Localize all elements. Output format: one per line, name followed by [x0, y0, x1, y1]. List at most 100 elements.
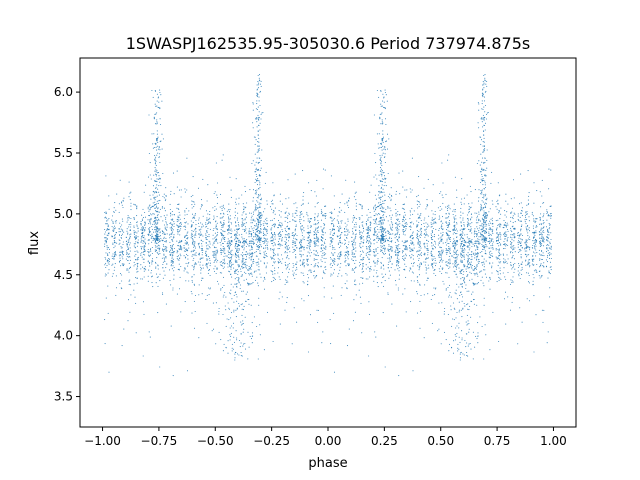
- data-point: [235, 222, 237, 224]
- data-point: [115, 294, 117, 296]
- data-point: [391, 195, 393, 197]
- data-point: [346, 247, 348, 249]
- data-point: [389, 215, 391, 217]
- data-point: [467, 221, 469, 223]
- data-point: [541, 195, 543, 197]
- data-point: [104, 228, 106, 231]
- data-point: [308, 245, 310, 247]
- data-point: [542, 227, 545, 229]
- data-point: [136, 245, 138, 247]
- data-point: [491, 267, 493, 269]
- data-point: [157, 141, 159, 143]
- data-point: [184, 222, 187, 224]
- data-point: [296, 268, 298, 270]
- data-point: [200, 266, 202, 268]
- data-point: [281, 240, 283, 242]
- data-point: [129, 267, 131, 269]
- data-point: [187, 250, 189, 252]
- data-point: [433, 234, 435, 236]
- data-point: [498, 249, 500, 251]
- data-point: [179, 240, 181, 242]
- data-point: [540, 254, 542, 256]
- data-point: [278, 224, 280, 226]
- data-point: [381, 282, 383, 284]
- data-point: [463, 203, 465, 205]
- data-point: [241, 258, 244, 260]
- data-point: [448, 242, 450, 245]
- data-point: [119, 251, 121, 253]
- data-point: [380, 262, 382, 264]
- data-point: [321, 229, 323, 231]
- data-point: [241, 233, 243, 235]
- data-point: [286, 225, 289, 227]
- data-point: [352, 320, 355, 322]
- data-point: [397, 210, 399, 213]
- data-point: [207, 258, 209, 260]
- data-point: [463, 254, 465, 256]
- data-point: [497, 273, 499, 275]
- data-point: [278, 214, 281, 216]
- data-point: [367, 234, 369, 237]
- data-point: [416, 220, 418, 222]
- data-point: [227, 216, 230, 218]
- data-point: [144, 221, 146, 223]
- data-point: [251, 246, 253, 248]
- data-point: [171, 254, 173, 256]
- data-point: [143, 228, 145, 231]
- data-point: [394, 233, 397, 235]
- data-point: [362, 236, 364, 238]
- data-point: [148, 205, 150, 207]
- data-point: [144, 249, 146, 251]
- data-point: [194, 233, 196, 235]
- data-point: [498, 248, 501, 250]
- data-point: [193, 300, 195, 302]
- data-point: [474, 232, 476, 235]
- data-point: [382, 245, 384, 247]
- data-point: [169, 250, 171, 253]
- data-point: [300, 247, 302, 249]
- data-point: [216, 197, 219, 199]
- data-point: [127, 217, 129, 219]
- data-point: [351, 244, 353, 246]
- data-point: [310, 218, 313, 220]
- data-point: [251, 234, 253, 236]
- data-point: [402, 233, 404, 235]
- data-point: [193, 206, 195, 208]
- data-point: [163, 236, 165, 238]
- data-point: [521, 224, 523, 226]
- data-point: [317, 222, 320, 224]
- data-point: [513, 235, 515, 237]
- data-point: [129, 192, 131, 194]
- data-point: [542, 215, 545, 217]
- data-point: [302, 261, 304, 263]
- data-point: [191, 242, 194, 244]
- data-point: [325, 253, 327, 255]
- data-point: [521, 321, 523, 323]
- data-point: [142, 217, 145, 219]
- data-point: [120, 245, 122, 248]
- data-point: [389, 274, 391, 276]
- data-point: [419, 249, 421, 251]
- data-point: [179, 234, 181, 236]
- data-point: [502, 272, 504, 274]
- data-point: [134, 204, 136, 206]
- data-point: [490, 182, 492, 184]
- data-point: [136, 271, 138, 273]
- data-point: [488, 224, 490, 227]
- data-point: [307, 264, 309, 266]
- data-point: [353, 253, 355, 255]
- data-point: [197, 187, 200, 189]
- data-point: [504, 223, 506, 225]
- data-point: [280, 260, 282, 263]
- data-point: [215, 162, 217, 164]
- data-point: [420, 232, 422, 234]
- data-point: [360, 277, 362, 279]
- data-point: [380, 240, 382, 242]
- data-point: [411, 234, 413, 236]
- data-point: [477, 238, 479, 240]
- data-point: [170, 218, 172, 220]
- data-point: [492, 245, 494, 247]
- data-point: [460, 247, 462, 249]
- data-point: [129, 250, 131, 252]
- data-point: [265, 238, 267, 240]
